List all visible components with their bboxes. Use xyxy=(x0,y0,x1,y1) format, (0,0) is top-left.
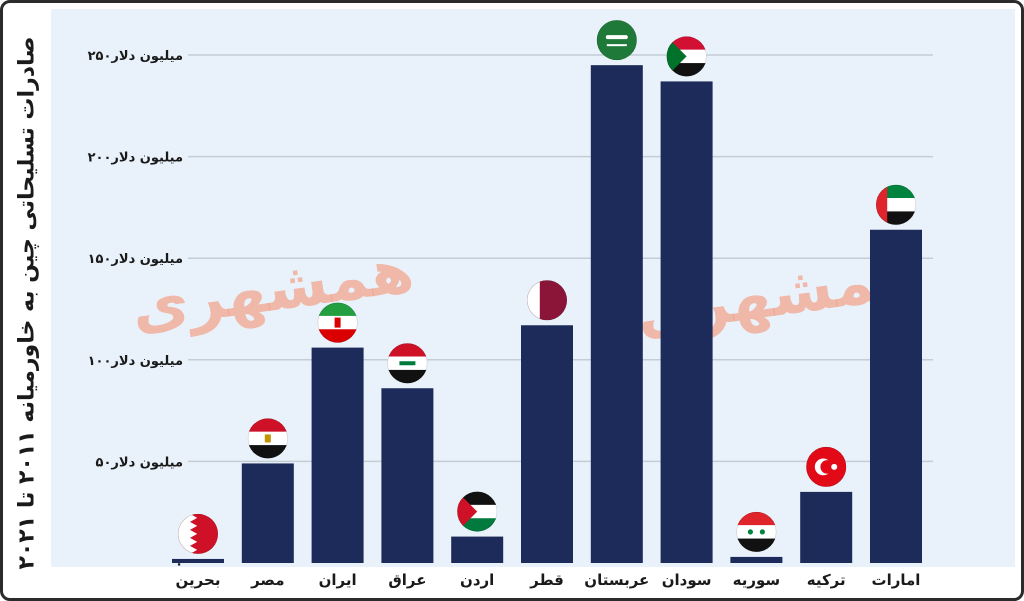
jordan-flag-icon xyxy=(457,491,498,532)
bar xyxy=(870,229,922,563)
bar xyxy=(521,325,573,563)
x-tick-label: مصر xyxy=(250,571,284,589)
qatar-flag-icon xyxy=(527,280,567,321)
x-tick-label: سودان xyxy=(662,571,712,589)
saudi-flag-icon xyxy=(596,20,637,61)
y-tick-label: ۲۰۰میلیون دلار xyxy=(88,151,183,166)
x-tick-label: ترکیه xyxy=(807,571,846,589)
bar xyxy=(800,491,853,563)
bar xyxy=(660,81,713,563)
x-tick-label: قطر xyxy=(529,571,564,589)
x-tick-label: سوریه xyxy=(733,571,781,589)
bar xyxy=(451,536,504,563)
x-tick-label: عراق xyxy=(388,571,426,589)
bar xyxy=(311,347,364,563)
y-tick-label: ۰ xyxy=(175,557,183,572)
sudan-flag-icon xyxy=(666,36,707,77)
y-tick-label: ۱۵۰میلیون دلار xyxy=(88,252,183,267)
syria-flag-icon xyxy=(736,511,777,552)
bar xyxy=(730,556,783,563)
egypt-flag-icon xyxy=(247,418,288,459)
x-tick-label: ایران xyxy=(319,571,357,589)
bar xyxy=(590,65,643,563)
x-tick-label: امارات xyxy=(872,571,921,589)
x-tick-label: بحرین xyxy=(176,571,221,589)
y-tick-label: ۵۰میلیون دلار xyxy=(96,455,183,470)
watermark: همشهری xyxy=(127,233,418,345)
bar xyxy=(381,388,434,563)
bar-chart: ۰ ۵۰میلیون دلار ۱۰۰میلیون دلار ۱۵۰میلیون دل… xyxy=(88,20,933,589)
iran-flag-icon xyxy=(317,302,358,343)
x-tick-label: عربستان xyxy=(584,571,649,589)
turkey-flag-icon xyxy=(806,446,847,487)
uae-flag-icon xyxy=(876,184,916,225)
bahrain-flag-icon xyxy=(178,513,218,554)
x-tick-label: اردن xyxy=(460,571,494,589)
iraq-flag-icon xyxy=(387,343,428,384)
bar xyxy=(241,463,294,563)
y-tick-label: ۱۰۰میلیون دلار xyxy=(88,354,183,369)
bar xyxy=(172,558,224,563)
y-tick-label: ۲۵۰میلیون دلار xyxy=(88,49,183,64)
